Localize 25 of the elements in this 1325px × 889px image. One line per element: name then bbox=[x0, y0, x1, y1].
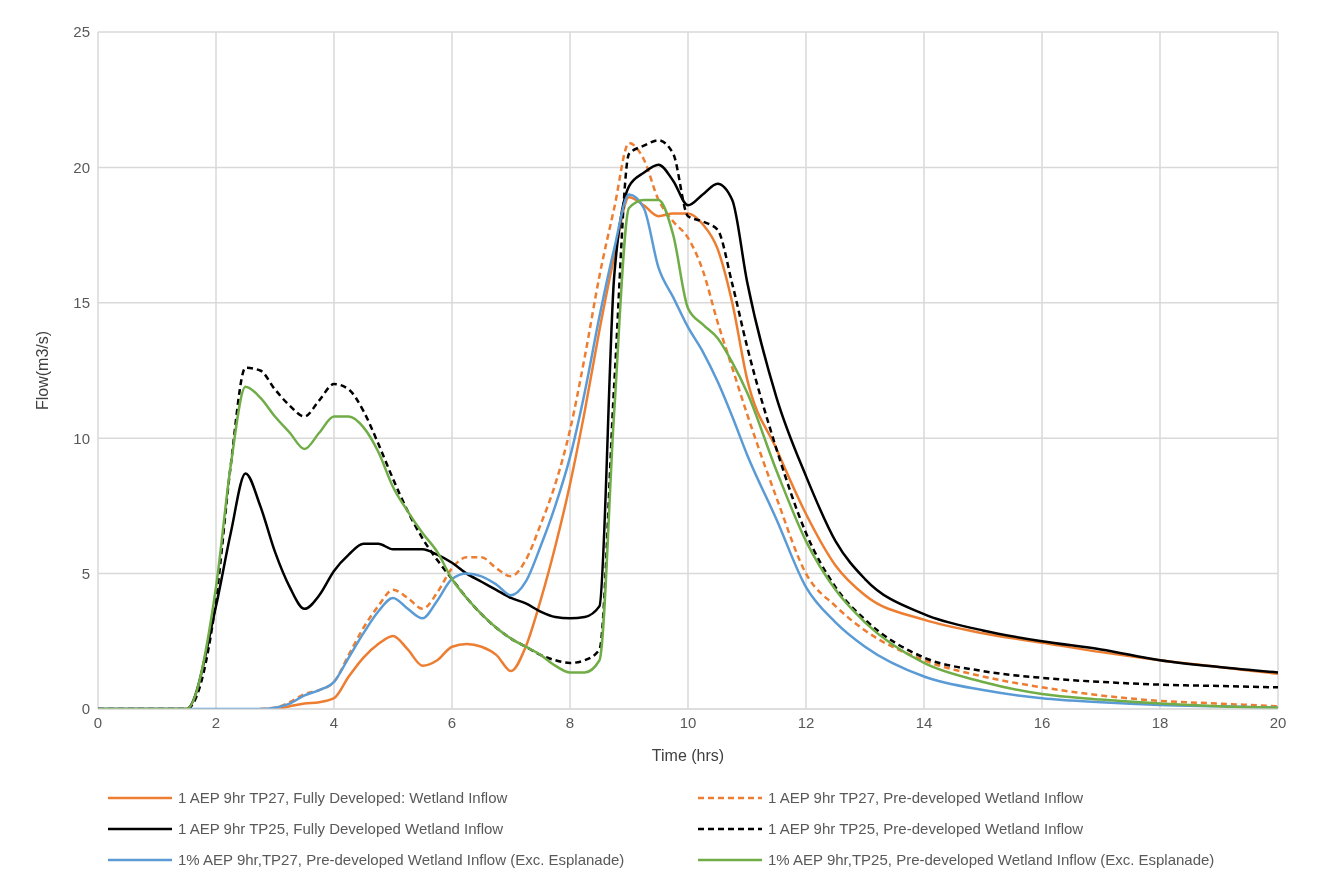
x-tick-label: 18 bbox=[1151, 713, 1169, 731]
x-tick-label: 6 bbox=[447, 713, 457, 731]
y-tick-label: 10 bbox=[73, 429, 90, 447]
x-tick-label: 2 bbox=[211, 713, 221, 731]
x-tick-label: 0 bbox=[93, 713, 103, 731]
x-axis-title: Time (hrs) bbox=[651, 747, 725, 764]
y-tick-label: 25 bbox=[73, 23, 90, 41]
y-tick-label: 0 bbox=[81, 700, 90, 718]
y-tick-label: 20 bbox=[73, 158, 90, 176]
legend-label: 1% AEP 9hr,TP27, Pre-developed Wetland Inflow (Exc. Esplanade) bbox=[178, 851, 625, 868]
x-tick-label: 20 bbox=[1269, 713, 1287, 731]
legend-label: 1 AEP 9hr TP27, Fully Developed: Wetland Inflow bbox=[178, 789, 508, 806]
x-tick-label: 12 bbox=[797, 713, 815, 731]
x-tick-label: 4 bbox=[329, 713, 339, 731]
x-tick-label: 16 bbox=[1033, 713, 1051, 731]
y-tick-label: 5 bbox=[81, 564, 90, 582]
y-tick-label: 15 bbox=[73, 294, 90, 312]
x-tick-label: 8 bbox=[565, 713, 575, 731]
y-axis-title: Flow(m3/s) bbox=[33, 330, 51, 411]
legend-label: 1 AEP 9hr TP25, Fully Developed Wetland Inflow bbox=[178, 820, 504, 837]
x-tick-label: 10 bbox=[679, 713, 697, 731]
legend-label: 1 AEP 9hr TP27, Pre-developed Wetland Inflow bbox=[768, 789, 1084, 806]
legend-label: 1 AEP 9hr TP25, Pre-developed Wetland Inflow bbox=[768, 820, 1084, 837]
x-tick-label: 14 bbox=[915, 713, 933, 731]
legend-label: 1% AEP 9hr,TP25, Pre-developed Wetland Inflow (Exc. Esplanade) bbox=[768, 851, 1215, 868]
